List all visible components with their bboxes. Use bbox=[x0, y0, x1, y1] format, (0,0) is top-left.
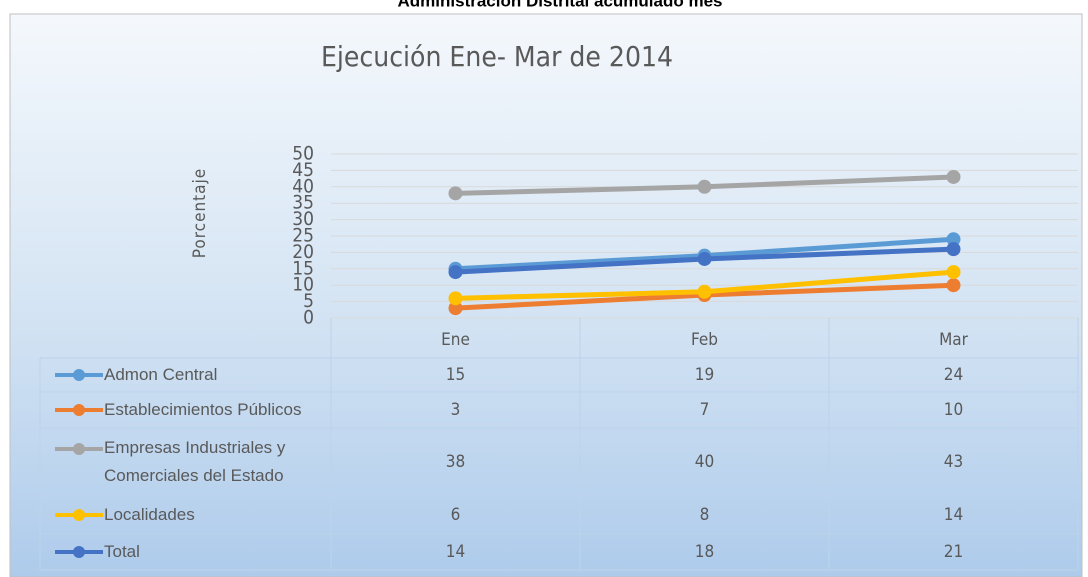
x-tick-label: Mar bbox=[939, 330, 969, 350]
y-axis-label: Porcentaje bbox=[190, 168, 210, 258]
legend-swatch bbox=[73, 369, 85, 381]
data-point bbox=[946, 278, 961, 293]
y-tick-label: 10 bbox=[292, 274, 314, 296]
chart-title: Ejecución Ene- Mar de 2014 bbox=[321, 40, 673, 73]
data-point bbox=[448, 265, 463, 280]
legend-swatch bbox=[73, 546, 85, 558]
data-point bbox=[448, 291, 463, 306]
data-point bbox=[946, 232, 961, 247]
legend-swatch bbox=[73, 443, 85, 455]
table-value: 24 bbox=[944, 365, 963, 385]
y-tick-label: 15 bbox=[292, 257, 314, 279]
data-point bbox=[697, 179, 712, 194]
table-value: 8 bbox=[700, 505, 710, 525]
data-point bbox=[697, 284, 712, 299]
legend-label: Total bbox=[104, 542, 140, 561]
table-value: 14 bbox=[446, 542, 465, 562]
y-tick-label: 45 bbox=[292, 159, 314, 181]
table-value: 6 bbox=[451, 505, 461, 525]
table-value: 18 bbox=[695, 542, 714, 562]
header: Administración Distrital acumulado mes bbox=[398, 0, 723, 10]
data-point bbox=[448, 186, 463, 201]
table-value: 14 bbox=[944, 505, 963, 525]
legend-label-box: Admon Central bbox=[104, 365, 218, 384]
table-value: 10 bbox=[944, 400, 963, 420]
y-tick-label: 20 bbox=[292, 241, 314, 263]
table-value: 3 bbox=[451, 400, 461, 420]
legend-label-box: Empresas Industriales y Comerciales del … bbox=[104, 438, 286, 485]
y-tick-label: 30 bbox=[292, 208, 314, 230]
table-value: 19 bbox=[695, 365, 714, 385]
legend-label: Localidades bbox=[104, 505, 195, 524]
legend-label-box: Localidades bbox=[104, 505, 195, 524]
y-tick-label: 40 bbox=[292, 175, 314, 197]
legend-swatch bbox=[73, 509, 85, 521]
data-point bbox=[946, 169, 961, 184]
legend-label-box: Total bbox=[104, 542, 140, 561]
legend-swatch bbox=[73, 404, 85, 416]
table-value: 21 bbox=[944, 542, 963, 562]
data-point bbox=[448, 301, 463, 316]
legend-label: Empresas Industriales y Comerciales del … bbox=[104, 438, 286, 485]
x-tick-label: Feb bbox=[691, 330, 718, 350]
lines bbox=[448, 169, 961, 316]
data-point bbox=[697, 251, 712, 266]
y-tick-label: 0 bbox=[303, 307, 314, 329]
data-table: Ene Feb Mar Admon Central 15 19 24 Establecimie… bbox=[39, 318, 1079, 571]
data-point bbox=[946, 265, 961, 280]
y-tick-label: 5 bbox=[303, 290, 314, 312]
y-tick-label: 50 bbox=[292, 143, 314, 165]
data-point bbox=[946, 242, 961, 257]
legend-label: Admon Central bbox=[104, 365, 218, 384]
table-value: 7 bbox=[700, 400, 710, 420]
legend-label-box: Establecimientos Públicos bbox=[104, 400, 302, 419]
table-value: 43 bbox=[944, 452, 963, 472]
table-value: 38 bbox=[446, 452, 465, 472]
y-tick-label: 35 bbox=[292, 192, 314, 214]
table-value: 40 bbox=[695, 452, 714, 472]
legend-label: Establecimientos Públicos bbox=[104, 400, 302, 419]
y-tick-label: 25 bbox=[292, 225, 314, 247]
x-tick-label: Ene bbox=[441, 330, 470, 350]
table-value: 15 bbox=[446, 365, 465, 385]
